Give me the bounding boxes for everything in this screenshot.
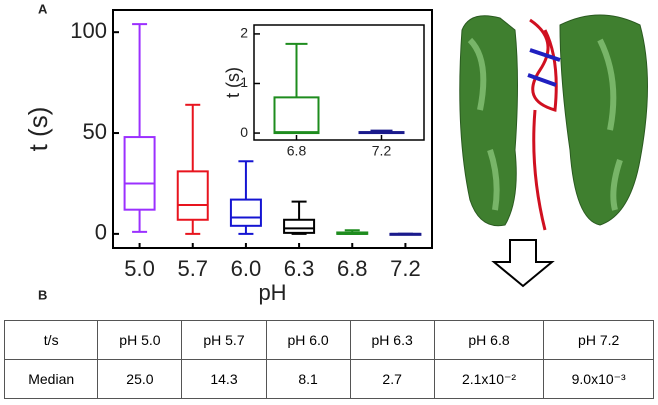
cell: 9.0x10⁻³ <box>543 359 654 399</box>
x-tick-label: 5.0 <box>124 256 155 281</box>
cell: pH 6.8 <box>433 320 545 360</box>
x-tick-label: 7.2 <box>372 143 392 159</box>
panel-label: B <box>38 287 47 302</box>
y-tick-label: 50 <box>83 119 107 144</box>
box <box>123 136 156 211</box>
x-tick-label: 6.8 <box>337 256 368 281</box>
cell: Median <box>3 359 99 399</box>
table-header: t/s pH 5.0 pH 5.7 pH 6.0 pH 6.3 pH 6.8 p… <box>3 320 654 360</box>
arrow <box>491 239 555 288</box>
cell: 2.7 <box>349 359 435 399</box>
median-table: t/s pH 5.0 pH 5.7 pH 6.0 pH 6.3 pH 6.8 p… <box>3 320 654 399</box>
cell: pH 5.7 <box>181 320 267 360</box>
cell: 8.1 <box>265 359 351 399</box>
x-tick-label: 6.8 <box>287 143 307 159</box>
panel-label: A <box>38 1 48 16</box>
cell: pH 5.0 <box>97 320 183 360</box>
x-axis-label: pH <box>258 280 286 305</box>
x-tick-label: 5.7 <box>177 256 208 281</box>
y-axis-label: t (s) <box>223 67 243 98</box>
box <box>229 198 262 227</box>
table-row: Median 25.0 14.3 8.1 2.7 2.1x10⁻² 9.0x10… <box>3 359 654 399</box>
plot-frame <box>112 9 433 249</box>
box <box>283 218 316 234</box>
y-tick-label: 0 <box>95 220 107 245</box>
cell: t/s <box>3 320 99 360</box>
cell: 25.0 <box>97 359 183 399</box>
x-tick-label: 6.0 <box>231 256 262 281</box>
cell: pH 6.3 <box>349 320 435 360</box>
plot-frame <box>253 24 425 141</box>
y-tick-label: 0 <box>240 124 248 140</box>
x-tick-label: 7.2 <box>390 256 421 281</box>
y-tick-label: 1 <box>240 74 248 90</box>
cell: pH 6.0 <box>265 320 351 360</box>
y-axis-label: t (s) <box>23 107 53 152</box>
figure: A B 0 50 100 5.0 5.7 6.0 6.3 6.8 7.2 t (s) pH 0 1 2 6.… <box>23 1 648 305</box>
x-tick-label: 6.3 <box>284 256 315 281</box>
cell: pH 7.2 <box>543 320 654 360</box>
cell: 14.3 <box>181 359 267 399</box>
box <box>176 170 209 221</box>
y-tick-label: 100 <box>70 18 107 43</box>
y-tick-label: 2 <box>240 25 248 41</box>
cell: 2.1x10⁻² <box>433 359 545 399</box>
protein-structure <box>459 14 648 231</box>
